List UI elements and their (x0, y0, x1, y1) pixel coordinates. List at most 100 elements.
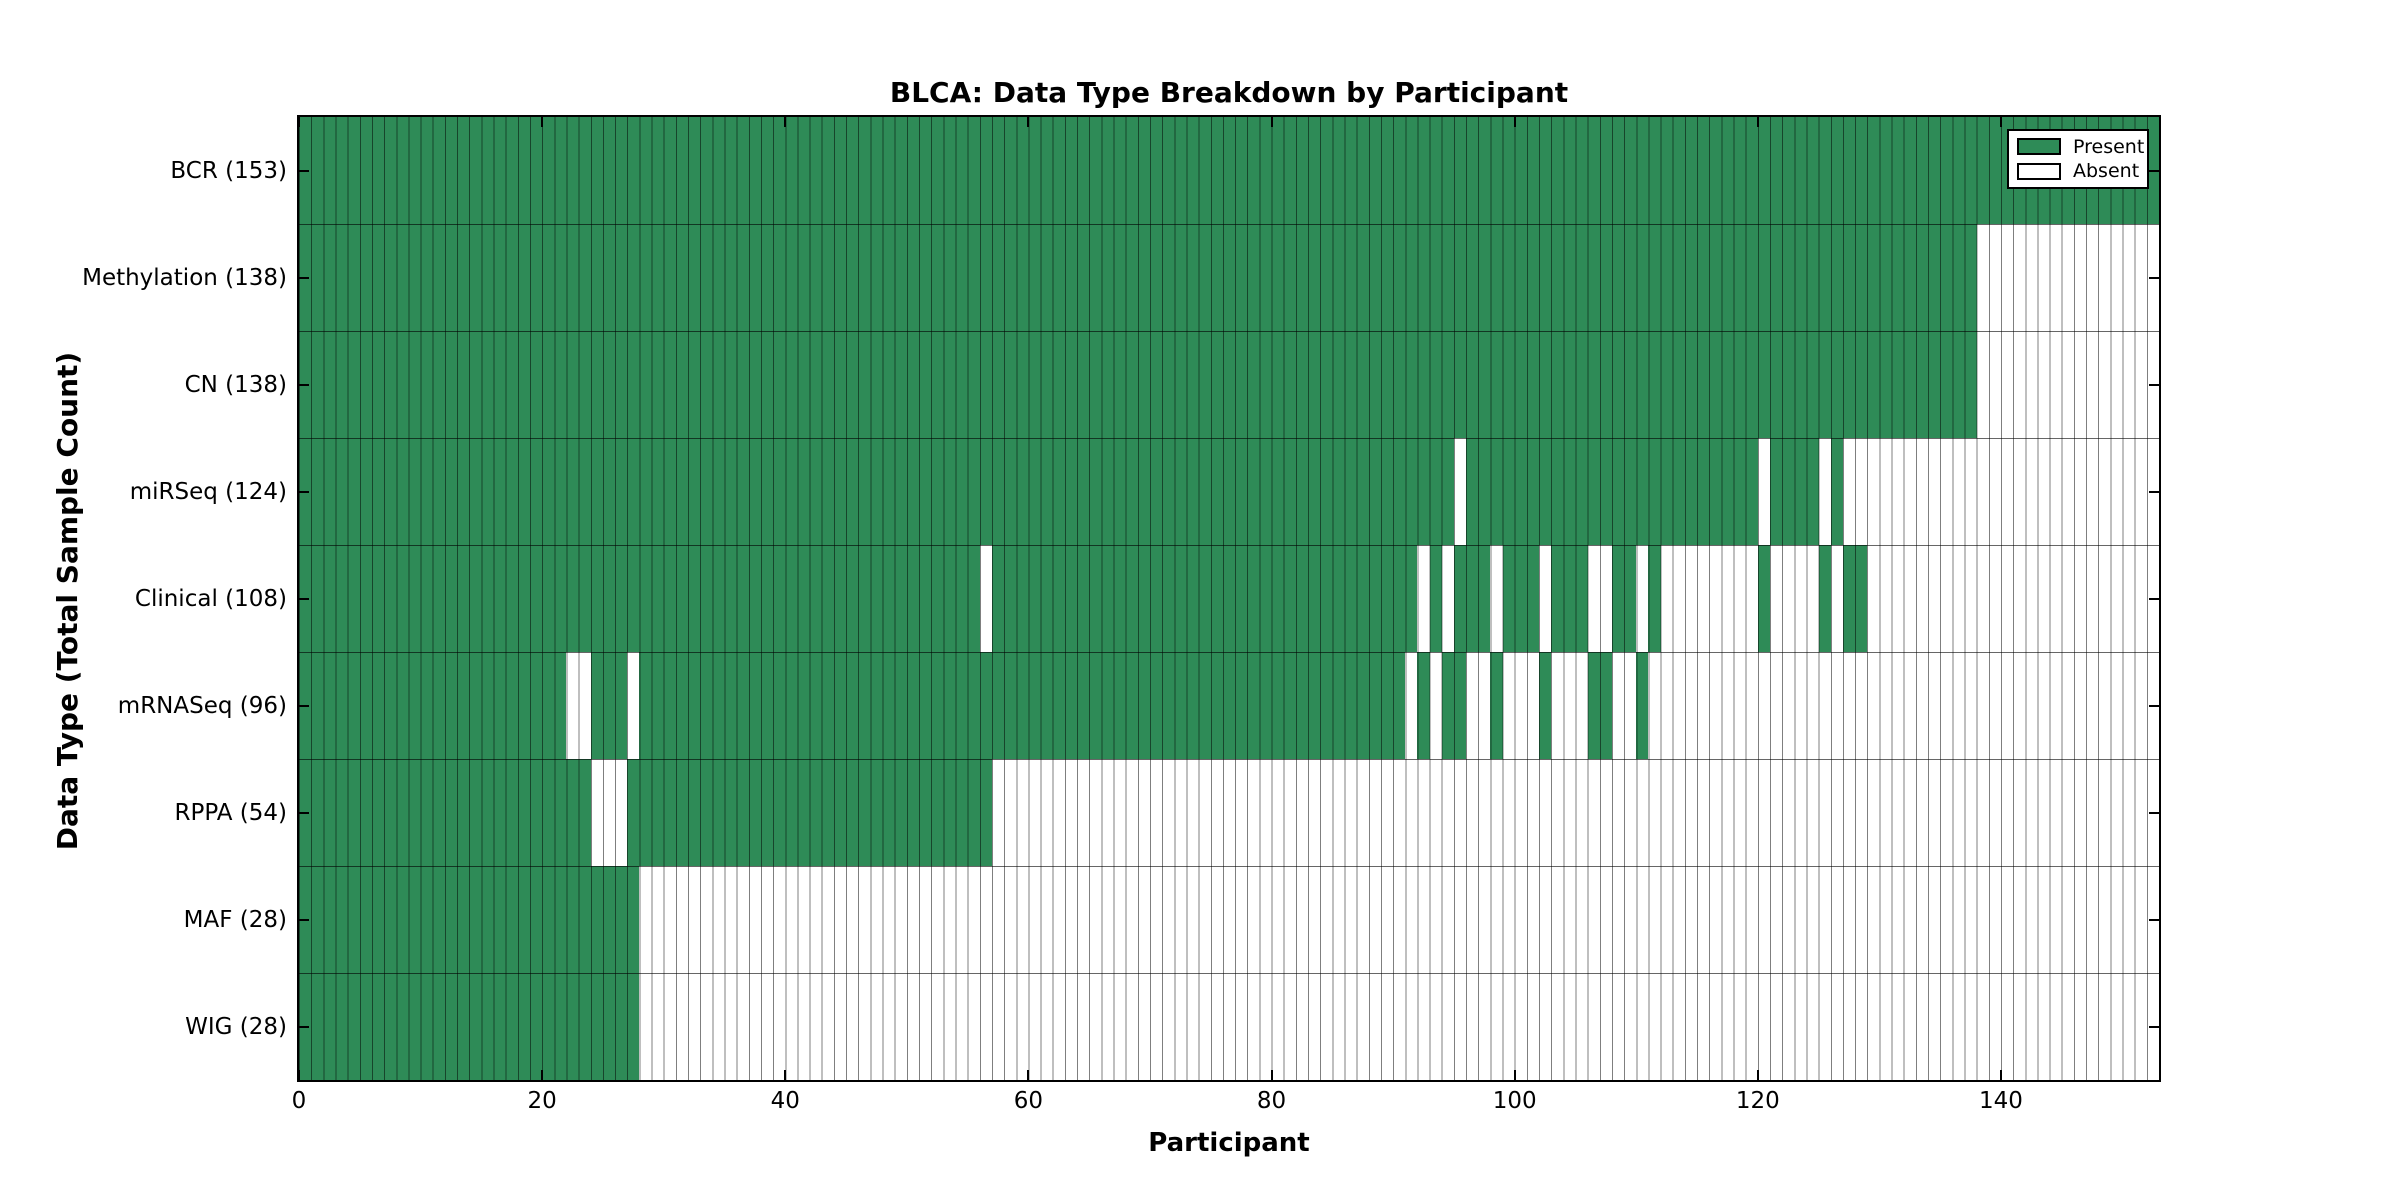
y-tick-label-mRNASeq: mRNASeq (96) (117, 692, 287, 719)
y-tick-left (299, 169, 309, 172)
x-tick-label-60: 60 (1013, 1088, 1044, 1114)
present-run-mRNASeq (1636, 652, 1649, 759)
x-tick-label-120: 120 (1735, 1088, 1780, 1114)
x-tick-bottom (784, 1070, 787, 1080)
y-tick-left (299, 918, 309, 921)
present-run-MAF (299, 866, 640, 973)
x-tick-label-0: 0 (291, 1088, 307, 1114)
y-tick-label-WIG: WIG (28) (185, 1013, 287, 1040)
y-tick-right (2149, 490, 2159, 493)
present-run-WIG (299, 973, 640, 1080)
x-tick-bottom (541, 1070, 544, 1080)
x-tick-bottom (1756, 1070, 1759, 1080)
y-tick-label-MAF: MAF (28) (183, 906, 287, 933)
y-tick-right (2149, 169, 2159, 172)
y-tick-right (2149, 918, 2159, 921)
present-run-mRNASeq (1539, 652, 1552, 759)
present-run-CN (299, 331, 1977, 438)
row-separator (299, 758, 2159, 760)
y-tick-right (2149, 383, 2159, 386)
present-run-Clinical (1502, 545, 1539, 652)
x-tick-label-140: 140 (1979, 1088, 2023, 1114)
row-separator (299, 972, 2159, 974)
y-tick-label-BCR: BCR (153) (170, 157, 287, 184)
present-run-Clinical (991, 545, 1418, 652)
x-tick-top (1513, 117, 1516, 127)
plot-area (297, 115, 2161, 1082)
present-run-Clinical (1818, 545, 1831, 652)
x-tick-bottom (1999, 1070, 2002, 1080)
present-run-mRNASeq (299, 652, 567, 759)
x-tick-top (541, 117, 544, 127)
present-run-Clinical (1757, 545, 1770, 652)
present-run-Methylation (299, 224, 1977, 331)
legend-swatch-present-icon (2017, 138, 2061, 156)
x-tick-top (298, 117, 300, 127)
present-run-Clinical (1842, 545, 1868, 652)
x-tick-top (1270, 117, 1273, 127)
y-tick-left (299, 704, 309, 707)
present-run-miRSeq (299, 438, 1454, 545)
x-tick-top (784, 117, 787, 127)
present-run-Clinical (299, 545, 980, 652)
y-tick-right (2149, 704, 2159, 707)
legend-entry-absent: Absent (2017, 160, 2139, 182)
x-tick-label-20: 20 (527, 1088, 557, 1114)
y-tick-left (299, 1025, 309, 1028)
present-run-Clinical (1648, 545, 1661, 652)
y-tick-label-miRSeq: miRSeq (124) (129, 478, 287, 505)
row-separator (299, 223, 2159, 225)
y-tick-left (299, 490, 309, 493)
present-run-mRNASeq (639, 652, 1406, 759)
y-tick-label-RPPA: RPPA (54) (174, 799, 287, 826)
x-tick-top (1756, 117, 1759, 127)
present-run-mRNASeq (1441, 652, 1467, 759)
chart-title: BLCA: Data Type Breakdown by Participant (889, 76, 1569, 109)
present-run-BCR (299, 117, 2159, 224)
present-run-miRSeq (1769, 438, 1819, 545)
row-separator (299, 544, 2159, 546)
y-tick-label-Methylation: Methylation (138) (82, 264, 287, 291)
y-tick-label-CN: CN (138) (184, 371, 287, 398)
x-tick-bottom (1513, 1070, 1516, 1080)
x-axis-label: Participant (1148, 1128, 1310, 1158)
present-run-miRSeq (1466, 438, 1758, 545)
present-run-Clinical (1429, 545, 1442, 652)
present-run-miRSeq (1830, 438, 1843, 545)
row-separator (299, 865, 2159, 867)
x-tick-label-100: 100 (1492, 1088, 1537, 1114)
present-run-RPPA (299, 759, 591, 866)
y-tick-right (2149, 276, 2159, 279)
legend-swatch-absent-icon (2017, 162, 2061, 180)
x-tick-label-80: 80 (1256, 1088, 1287, 1114)
present-run-mRNASeq (590, 652, 628, 759)
row-separator (299, 330, 2159, 332)
y-tick-label-Clinical: Clinical (108) (134, 585, 287, 612)
present-run-Clinical (1551, 545, 1588, 652)
row-separator (299, 651, 2159, 653)
present-run-mRNASeq (1490, 652, 1503, 759)
present-run-mRNASeq (1417, 652, 1430, 759)
present-run-Clinical (1611, 545, 1637, 652)
legend-entry-present: Present (2017, 136, 2144, 158)
row-separator (299, 437, 2159, 439)
x-tick-bottom (1270, 1070, 1273, 1080)
x-tick-bottom (1027, 1070, 1030, 1080)
x-tick-top (1027, 117, 1030, 127)
y-tick-right (2149, 1025, 2159, 1028)
y-tick-right (2149, 597, 2159, 600)
present-run-RPPA (627, 759, 992, 866)
present-run-mRNASeq (1587, 652, 1612, 759)
legend-label-absent: Absent (2073, 160, 2140, 183)
y-tick-left (299, 276, 309, 279)
legend: Present Absent (2007, 129, 2149, 189)
y-tick-left (299, 597, 309, 600)
y-tick-right (2149, 811, 2159, 814)
y-tick-left (299, 383, 309, 386)
present-run-Clinical (1453, 545, 1491, 652)
legend-label-present: Present (2073, 135, 2145, 158)
x-tick-label-40: 40 (770, 1088, 800, 1114)
x-tick-bottom (298, 1070, 300, 1080)
y-tick-left (299, 811, 309, 814)
